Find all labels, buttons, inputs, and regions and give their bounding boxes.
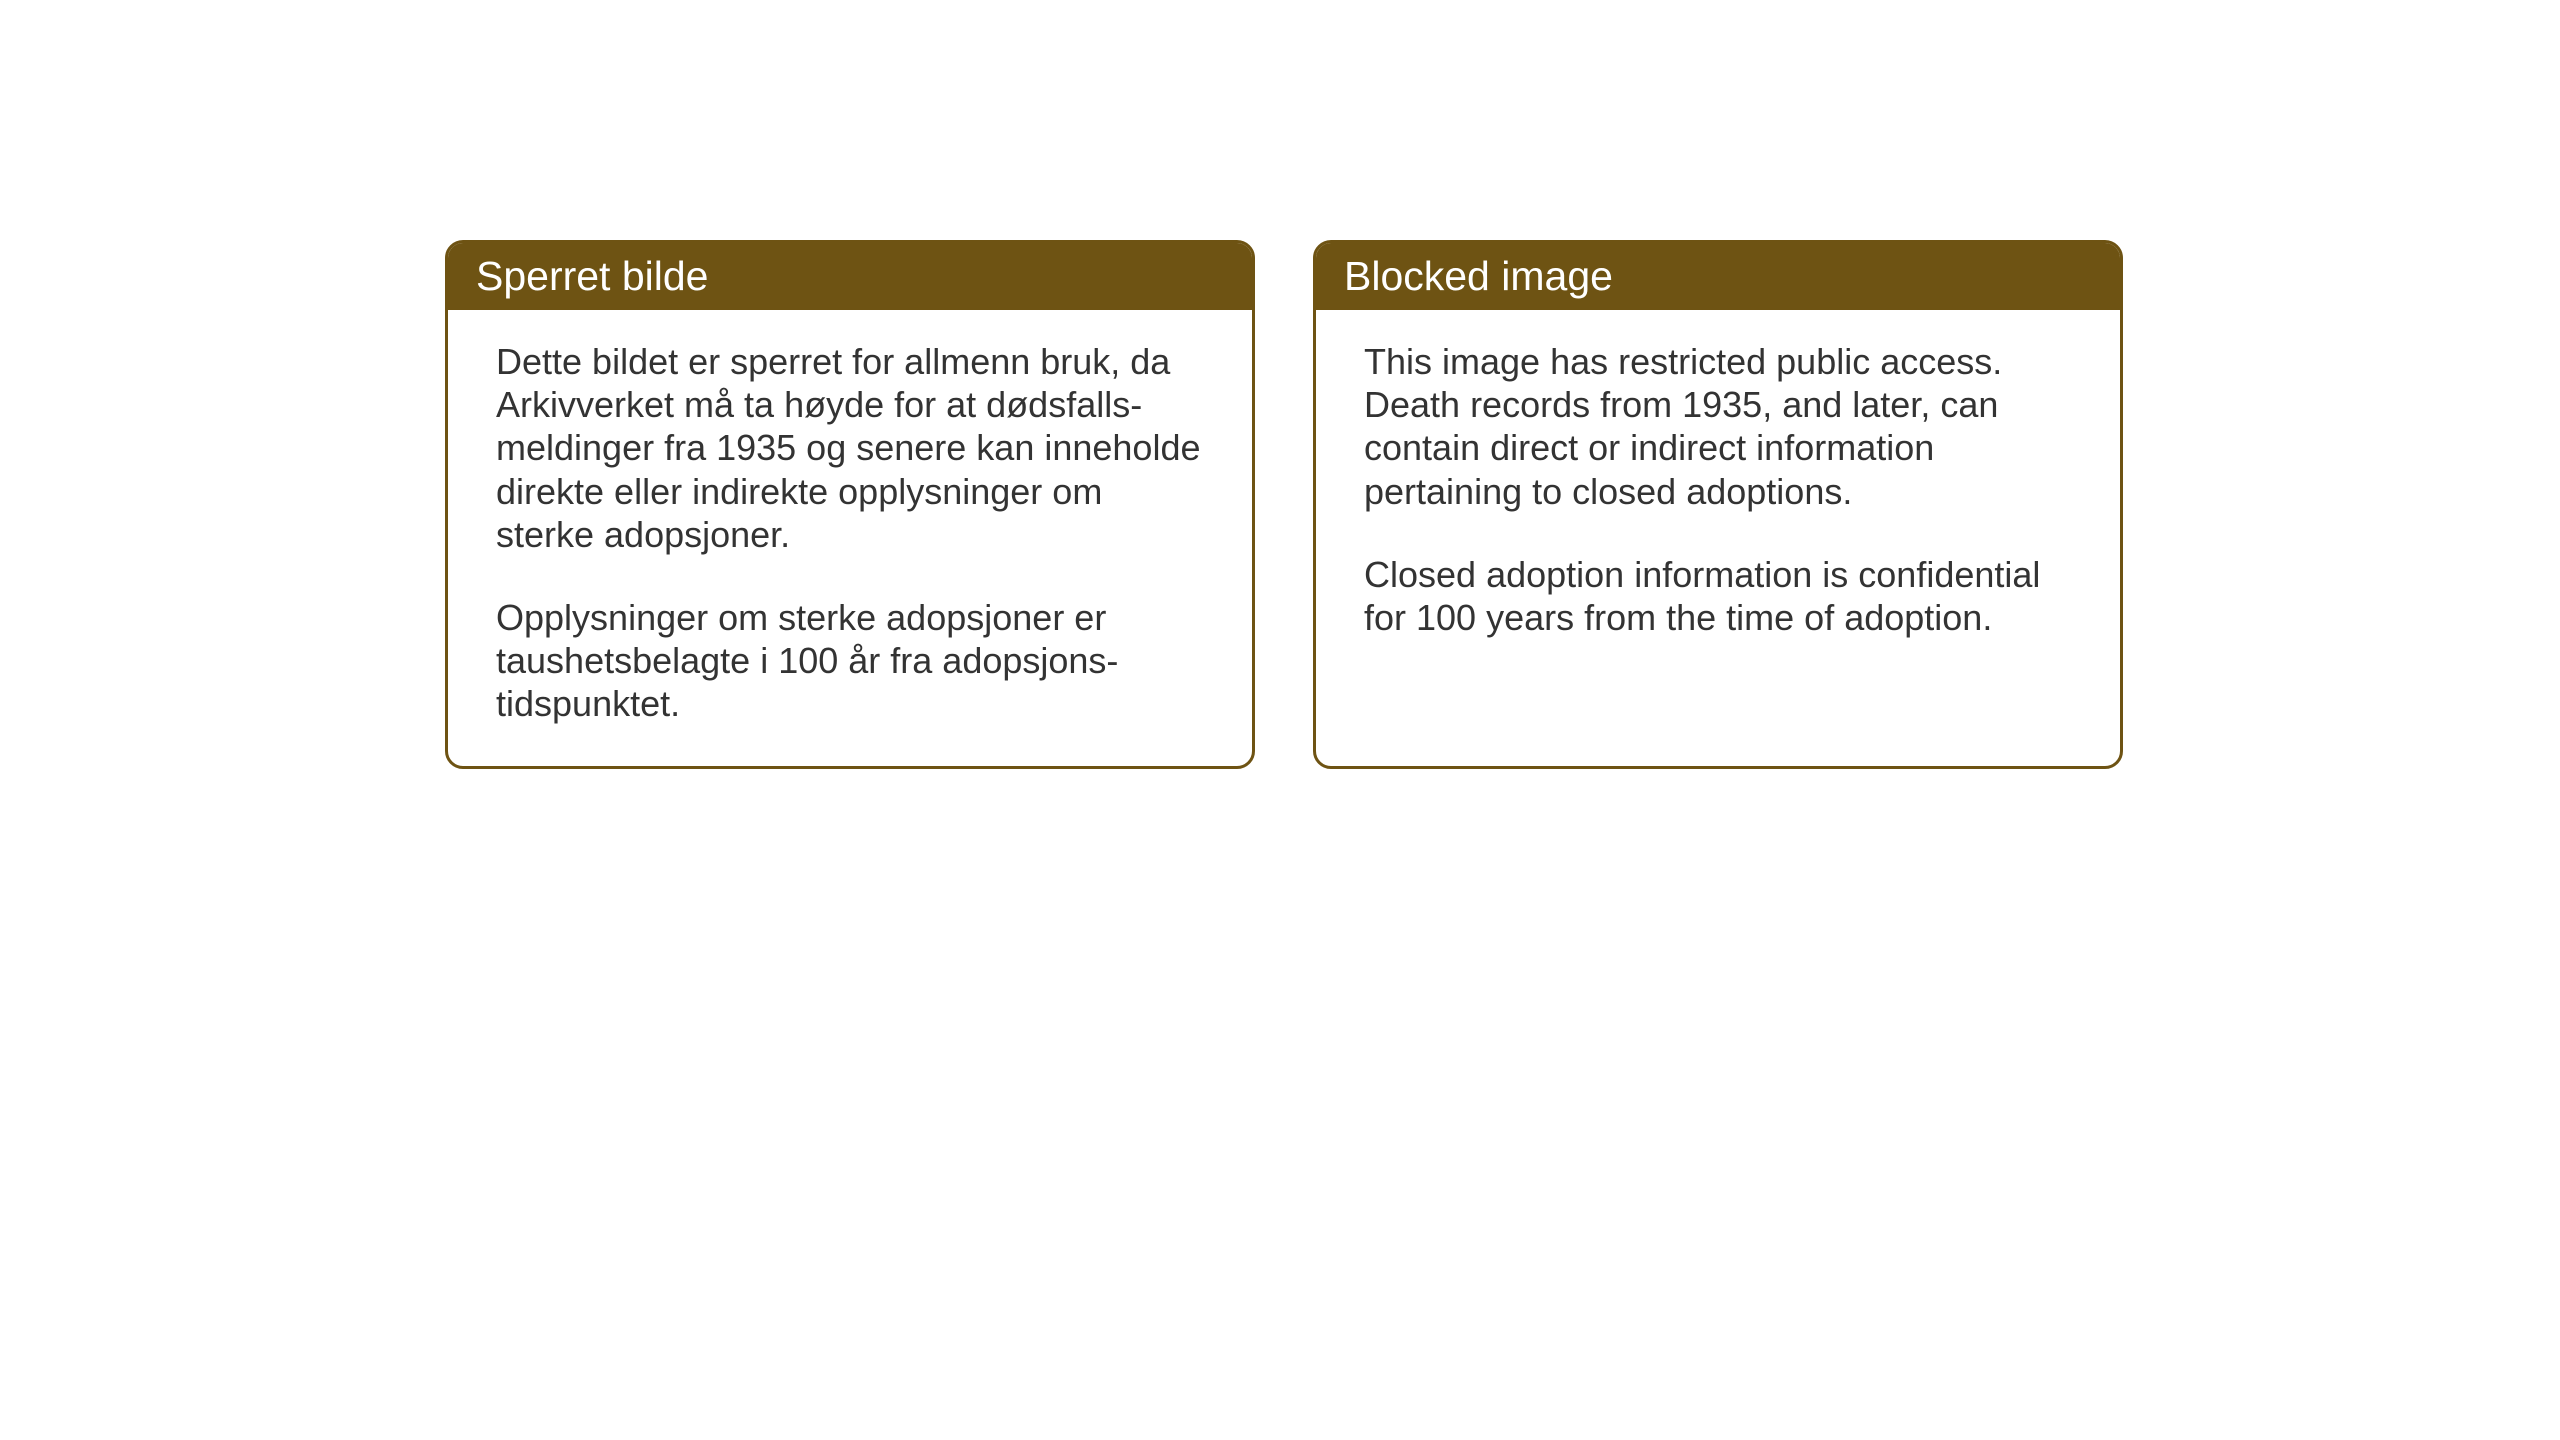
norwegian-card-title: Sperret bilde xyxy=(448,243,1252,310)
english-paragraph-1: This image has restricted public access.… xyxy=(1364,340,2072,513)
english-paragraph-2: Closed adoption information is confident… xyxy=(1364,553,2072,639)
english-card-title: Blocked image xyxy=(1316,243,2120,310)
norwegian-paragraph-1: Dette bildet er sperret for allmenn bruk… xyxy=(496,340,1204,556)
norwegian-notice-card: Sperret bilde Dette bildet er sperret fo… xyxy=(445,240,1255,769)
english-notice-card: Blocked image This image has restricted … xyxy=(1313,240,2123,769)
english-card-body: This image has restricted public access.… xyxy=(1316,310,2120,679)
notice-container: Sperret bilde Dette bildet er sperret fo… xyxy=(445,240,2123,769)
norwegian-paragraph-2: Opplysninger om sterke adopsjoner er tau… xyxy=(496,596,1204,726)
norwegian-card-body: Dette bildet er sperret for allmenn bruk… xyxy=(448,310,1252,766)
